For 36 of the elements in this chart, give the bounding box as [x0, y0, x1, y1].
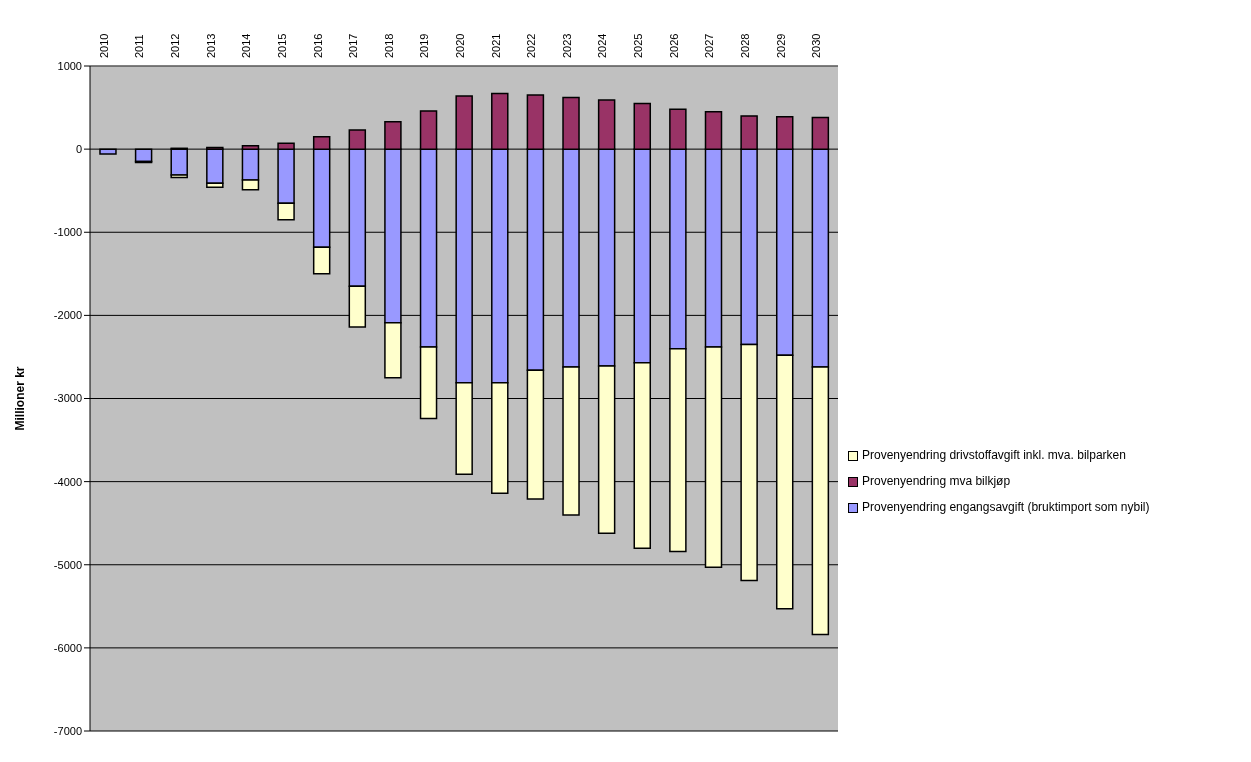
legend-label: Provenyendring drivstoffavgift inkl. mva. bilparken: [862, 448, 1126, 462]
y-tick-label: -2000: [53, 309, 82, 322]
bar: [170, 148, 188, 176]
y-tick-label: -5000: [53, 558, 82, 571]
x-tick-label: 2025: [632, 33, 645, 58]
x-tick-label: 2018: [382, 33, 395, 58]
x-tick-label: 2023: [560, 33, 573, 58]
x-tick-label: 2026: [667, 33, 680, 58]
y-tick-label: -6000: [53, 641, 82, 654]
y-tick-label: -4000: [53, 475, 82, 488]
x-tick-label: 2022: [525, 33, 538, 58]
x-tick-label: 2012: [169, 33, 182, 58]
x-tick-label: 2014: [240, 33, 253, 58]
x-tick-label: 2030: [810, 33, 823, 58]
x-tick-label: 2024: [596, 33, 609, 58]
x-tick-label: 2028: [738, 33, 751, 58]
x-tick-label: 2015: [275, 33, 288, 58]
x-tick-label: 2013: [204, 33, 217, 58]
y-tick-label: -3000: [53, 392, 82, 405]
x-tick-label: 2027: [703, 33, 716, 58]
y-tick-label: 0: [75, 143, 82, 156]
legend-label: Provenyendring mva bilkjøp: [862, 474, 1011, 488]
x-tick-label: 2029: [774, 33, 787, 58]
y-tick-label: -7000: [53, 724, 82, 737]
legend-label: Provenyendring engangsavgift (bruktimport som nybil): [862, 500, 1150, 514]
y-tick-label: 1000: [57, 59, 82, 72]
x-tick-label: 2017: [347, 33, 360, 58]
x-tick-label: 2021: [489, 33, 502, 58]
x-tick-label: 2020: [454, 33, 466, 58]
x-tick-label: 2019: [418, 33, 431, 58]
y-axis-title: Millioner kr: [13, 366, 28, 431]
x-tick-label: 2010: [97, 33, 110, 58]
y-tick-label: -1000: [53, 226, 82, 239]
bar: [206, 148, 224, 184]
x-tick-label: 2011: [133, 34, 146, 58]
x-tick-label: 2016: [311, 33, 324, 58]
